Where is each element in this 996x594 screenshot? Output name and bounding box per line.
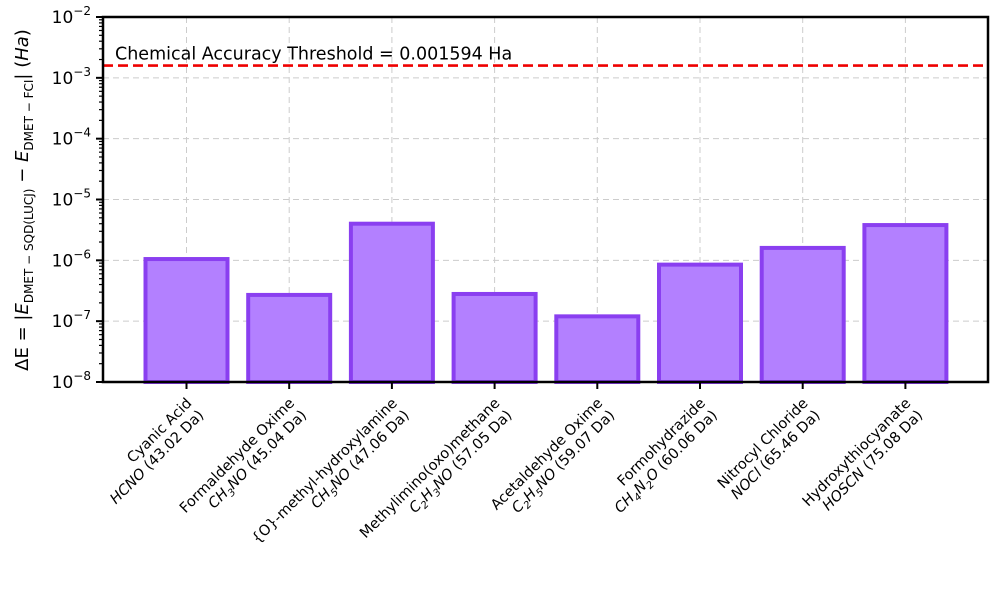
y-tick-label: 10−2	[52, 4, 91, 28]
category-formula: C2​H5​NO (59.07 Da)	[509, 408, 620, 519]
y-tick-label: 10−7	[52, 308, 91, 332]
bar	[246, 292, 333, 385]
y-tick-label: 10−6	[52, 247, 91, 271]
bar	[862, 223, 949, 384]
y-tick-label: 10−8	[52, 369, 91, 393]
ticks: 10−8 10−7 10−6 10−5 10−4 10−3 10−2	[52, 4, 907, 393]
bar	[451, 291, 538, 384]
category-formula: CH4​N2​O (60.06 Da)	[612, 408, 723, 519]
y-tick-label: 10−4	[52, 126, 91, 150]
y-tick-label: 10−5	[52, 187, 91, 211]
y-axis-label: ΔE = |EDMET − SQD(LUCJ) − EDMET − FCI| (…	[12, 29, 36, 371]
bar	[348, 221, 435, 384]
bar	[759, 245, 846, 384]
threshold-label: Chemical Accuracy Threshold = 0.001594 H…	[115, 45, 512, 65]
category-formula: HOSCN (75.08 Da)	[820, 408, 926, 514]
grid	[103, 16, 988, 383]
y-tick-label: 10−3	[52, 65, 91, 89]
bar	[143, 257, 230, 384]
bar	[554, 314, 641, 384]
bar	[657, 262, 743, 384]
bars	[143, 221, 949, 385]
